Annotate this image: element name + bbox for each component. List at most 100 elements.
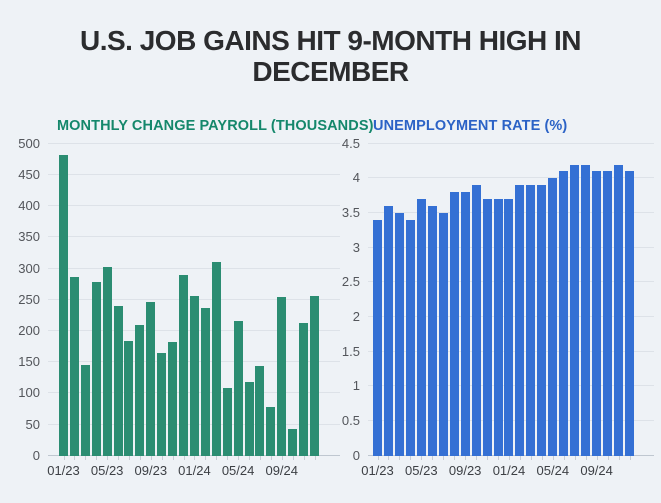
gridline xyxy=(48,267,340,269)
y-axis-label: 300 xyxy=(18,260,40,276)
x-tick xyxy=(454,455,456,460)
x-tick xyxy=(498,455,500,460)
page-title: U.S. JOB GAINS HIT 9-MONTH HIGH IN DECEM… xyxy=(79,25,582,88)
bar xyxy=(515,185,525,456)
y-axis-label: 3.5 xyxy=(341,205,360,221)
x-tick xyxy=(508,455,510,460)
x-tick xyxy=(519,455,521,460)
bar xyxy=(102,266,112,456)
x-tick xyxy=(596,455,598,460)
y-axis-label: 4 xyxy=(352,170,360,186)
bar xyxy=(405,220,415,456)
x-tick xyxy=(270,455,272,460)
bar xyxy=(581,164,591,456)
bar xyxy=(157,352,167,456)
bar xyxy=(438,213,448,456)
x-tick xyxy=(139,455,141,460)
y-axis-label: 1 xyxy=(352,378,360,394)
unemployment-chart-title: UNEMPLOYMENT RATE (%) xyxy=(373,117,568,134)
bar xyxy=(222,388,232,456)
bar xyxy=(277,296,287,456)
x-axis-label: 01/23 xyxy=(47,462,80,478)
x-tick xyxy=(487,455,489,460)
x-tick xyxy=(292,455,294,460)
x-tick xyxy=(150,455,152,460)
x-axis-label: 09/23 xyxy=(134,462,168,478)
bar xyxy=(603,171,613,456)
y-axis-label: 0.5 xyxy=(341,413,360,429)
x-tick xyxy=(574,455,576,460)
unemployment-plot-area: 0 0.5 1 1.5 2 2.5 3 3.5 4 4.5 01/23 05/23 09/23 01/24… xyxy=(342,136,654,478)
bar xyxy=(310,295,319,456)
y-axis-label: 3 xyxy=(352,239,360,255)
bar xyxy=(471,185,481,456)
x-tick xyxy=(465,455,467,460)
x-tick xyxy=(377,455,379,460)
x-tick xyxy=(607,455,609,460)
x-tick xyxy=(421,455,423,460)
bar xyxy=(460,192,470,456)
x-tick xyxy=(303,455,305,460)
y-axis-label: 450 xyxy=(18,166,40,182)
bar xyxy=(614,164,624,456)
gridline xyxy=(48,173,340,175)
payroll-chart: MONTHLY CHANGE PAYROLL (THOUSANDS) 0 50 10… xyxy=(0,117,374,478)
gridline xyxy=(368,177,654,179)
bar xyxy=(559,171,569,456)
x-tick xyxy=(85,455,87,460)
bar xyxy=(266,407,276,456)
payroll-chart-title: MONTHLY CHANGE PAYROLL (THOUSANDS) xyxy=(57,117,374,134)
y-axis-label: 500 xyxy=(18,135,40,151)
bar xyxy=(135,324,145,456)
x-tick xyxy=(432,455,434,460)
x-tick xyxy=(161,455,163,460)
y-axis-label: 1.5 xyxy=(341,343,360,359)
x-tick xyxy=(194,455,196,460)
x-tick xyxy=(249,455,251,460)
x-tick xyxy=(388,455,390,460)
x-axis-label: 01/24 xyxy=(492,462,526,478)
y-axis-label: 150 xyxy=(18,354,40,370)
bar xyxy=(526,185,536,456)
x-tick xyxy=(552,455,554,460)
x-tick xyxy=(476,455,478,460)
y-axis-label: 50 xyxy=(25,416,40,432)
bar xyxy=(233,320,243,456)
bar xyxy=(189,295,199,456)
bar xyxy=(299,323,309,456)
x-tick xyxy=(205,455,207,460)
y-axis-label: 4.5 xyxy=(341,135,360,151)
bar xyxy=(449,192,459,456)
x-tick xyxy=(399,455,401,460)
x-tick xyxy=(541,455,543,460)
y-axis-label: 350 xyxy=(18,229,40,245)
bar xyxy=(625,171,634,456)
x-axis-label: 01/24 xyxy=(178,462,211,478)
x-tick xyxy=(443,455,445,460)
x-tick xyxy=(618,455,620,460)
bar xyxy=(493,199,503,456)
x-tick xyxy=(314,455,316,460)
x-axis-label: 05/24 xyxy=(221,462,255,478)
x-tick xyxy=(227,455,229,460)
x-axis-label: 09/23 xyxy=(448,462,482,478)
bar xyxy=(592,171,602,456)
unemployment-chart: UNEMPLOYMENT RATE (%) 0 0.5 1 1.5 2 2.5 3 3.5 4 4… xyxy=(340,117,661,478)
x-tick xyxy=(183,455,185,460)
x-tick xyxy=(410,455,412,460)
x-tick xyxy=(118,455,120,460)
gridline xyxy=(368,142,654,144)
x-tick xyxy=(259,455,261,460)
bar xyxy=(244,382,254,456)
x-tick xyxy=(128,455,130,460)
x-tick xyxy=(74,455,76,460)
y-axis-label: 2.5 xyxy=(341,274,360,290)
x-tick xyxy=(107,455,109,460)
x-tick xyxy=(96,455,98,460)
y-axis-label: 2 xyxy=(352,309,360,325)
x-axis-label: 09/24 xyxy=(580,462,613,478)
bar xyxy=(69,276,79,456)
bar xyxy=(124,340,134,456)
bar xyxy=(200,308,210,456)
y-axis-label: 250 xyxy=(18,291,40,307)
